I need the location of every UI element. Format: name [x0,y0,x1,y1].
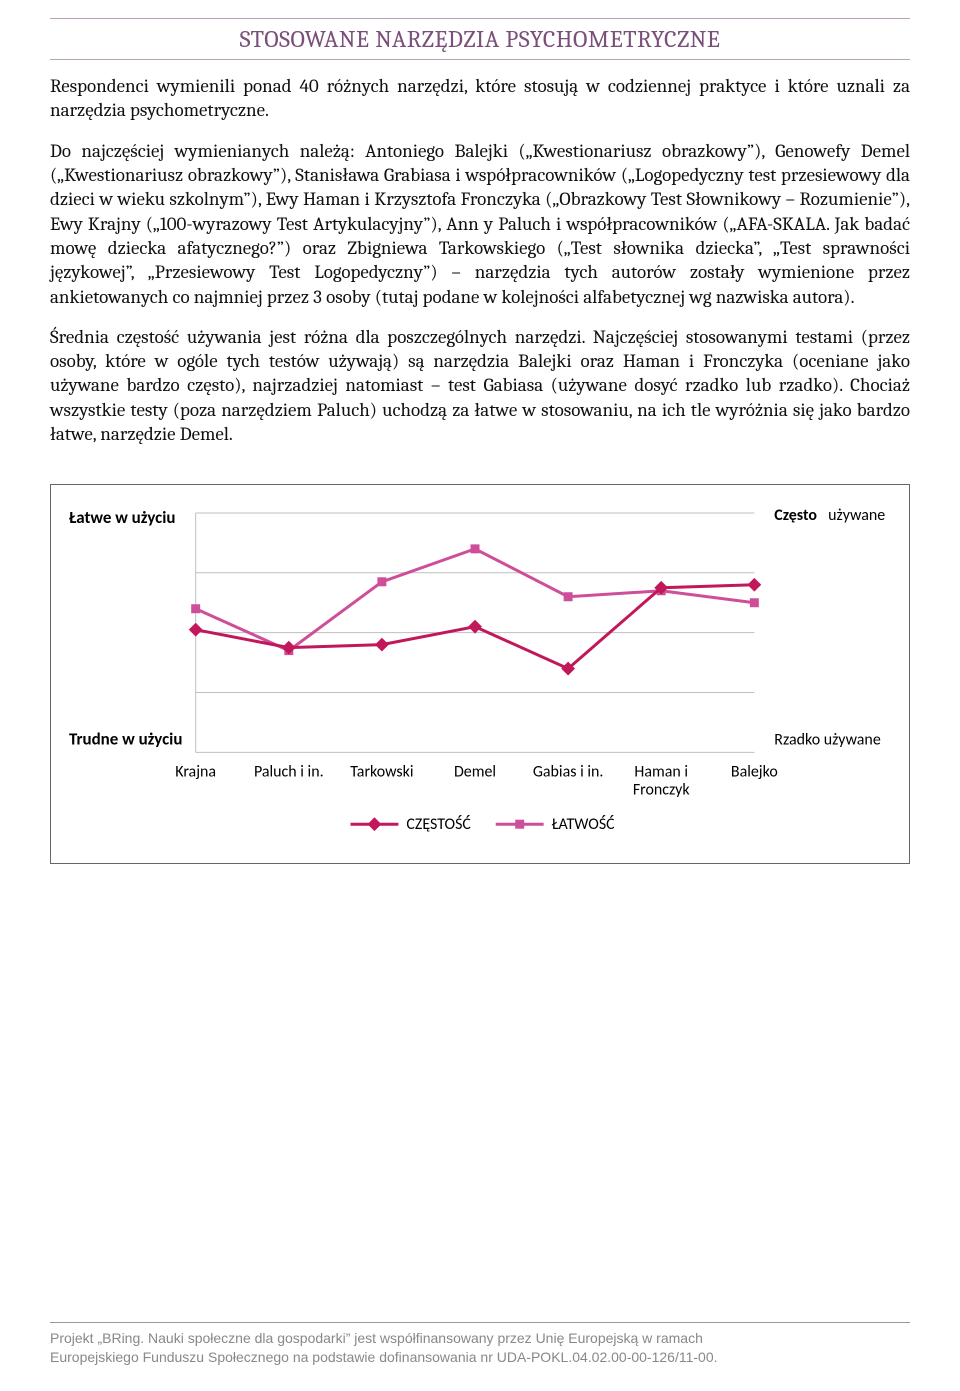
x-category-label: Demel [454,763,496,782]
paragraph-1: Respondenci wymienili ponad 40 różnych n… [50,74,910,123]
section-title-text: STOSOWANE NARZĘDZIA PSYCHOMETRYCZNE [240,25,721,53]
chart-x-labels: Krajna Paluch i in. Tarkowski Demel Gabias i… [175,763,777,800]
chart-legend: CZĘSTOŚĆ ŁATWOŚĆ [351,816,616,835]
x-category-label: Tarkowski [350,763,413,782]
y-right-top-label-b: używane [828,506,885,525]
paragraph-2: Do najczęściej wymienianych należą: Anto… [50,139,910,309]
usage-ease-chart: Łatwe w użyciu Trudne w użyciu Często uż… [61,493,899,852]
x-category-label: Krajna [175,763,216,782]
x-category-label: Balejko [731,763,778,782]
chart-series [189,545,761,676]
footer-line-2: Europejskiego Funduszu Społecznego na po… [50,1348,910,1367]
y-left-top-label: Łatwe w użyciu [69,507,176,528]
x-category-label: Haman i [634,763,688,782]
x-category-label: Gabias i in. [533,763,604,782]
y-left-bottom-label: Trudne w użyciu [69,729,182,750]
section-title: STOSOWANE NARZĘDZIA PSYCHOMETRYCZNE [50,18,910,60]
x-category-label: Fronczyk [633,781,691,800]
y-right-top-label-a: Często [774,506,817,525]
y-right-bottom-label: Rzadko używane [774,731,881,750]
chart-container: Łatwe w użyciu Trudne w użyciu Często uż… [50,484,910,863]
legend-label: CZĘSTOŚĆ [406,816,471,835]
page-footer: Projekt „BRing. Nauki społeczne dla gosp… [50,1322,910,1367]
x-category-label: Paluch i in. [254,763,324,782]
footer-line-1: Projekt „BRing. Nauki społeczne dla gosp… [50,1329,910,1348]
paragraph-3: Średnia częstość używania jest różna dla… [50,325,910,447]
legend-label: ŁATWOŚĆ [552,816,616,835]
